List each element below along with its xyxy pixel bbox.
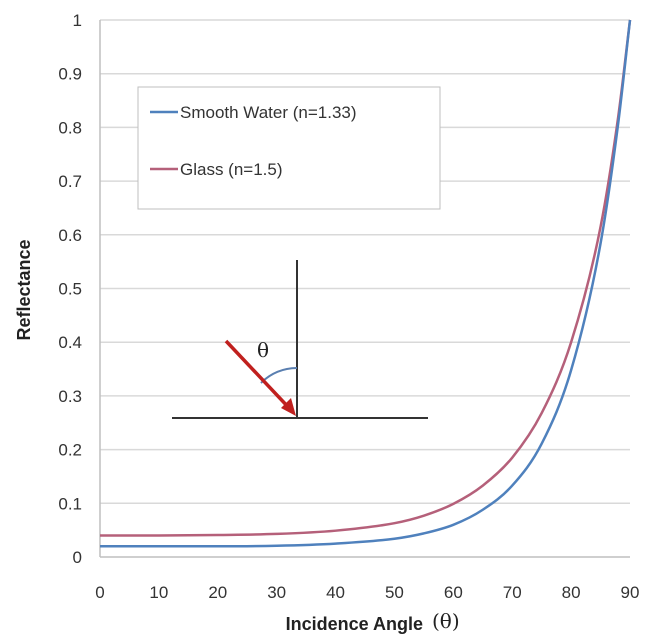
inset-angle-arc (261, 368, 297, 383)
y-axis-title: Reflectance (14, 239, 34, 340)
y-tick-label: 0.9 (58, 65, 82, 84)
y-tick-label: 0.2 (58, 441, 82, 460)
x-tick-label: 70 (503, 583, 522, 602)
inset-angle-label: θ (257, 338, 269, 362)
x-tick-label: 0 (95, 583, 104, 602)
legend: Smooth Water (n=1.33) Glass (n=1.5) (138, 87, 440, 209)
x-tick-label: 90 (621, 583, 640, 602)
legend-label-glass: Glass (n=1.5) (180, 160, 283, 179)
x-axis-title: Incidence Angle (286, 614, 423, 634)
y-tick-label: 0.7 (58, 172, 82, 191)
y-tick-label: 0.6 (58, 226, 82, 245)
y-tick-label: 0.3 (58, 387, 82, 406)
x-tick-label: 30 (267, 583, 286, 602)
x-tick-label: 40 (326, 583, 345, 602)
x-tick-label: 20 (208, 583, 227, 602)
y-tick-label: 0.5 (58, 280, 82, 299)
y-tick-label: 0.4 (58, 333, 82, 352)
x-tick-label: 60 (444, 583, 463, 602)
y-tick-label: 0.8 (58, 118, 82, 137)
x-axis-title-symbol: (θ) (432, 609, 460, 633)
x-tick-label: 50 (385, 583, 404, 602)
incidence-angle-diagram: θ (172, 260, 428, 418)
y-tick-label: 1 (73, 11, 82, 30)
y-tick-label: 0 (73, 548, 82, 567)
legend-label-smooth-water: Smooth Water (n=1.33) (180, 103, 357, 122)
y-tick-label: 0.1 (58, 494, 82, 513)
x-tick-label: 10 (149, 583, 168, 602)
x-tick-label: 80 (562, 583, 581, 602)
